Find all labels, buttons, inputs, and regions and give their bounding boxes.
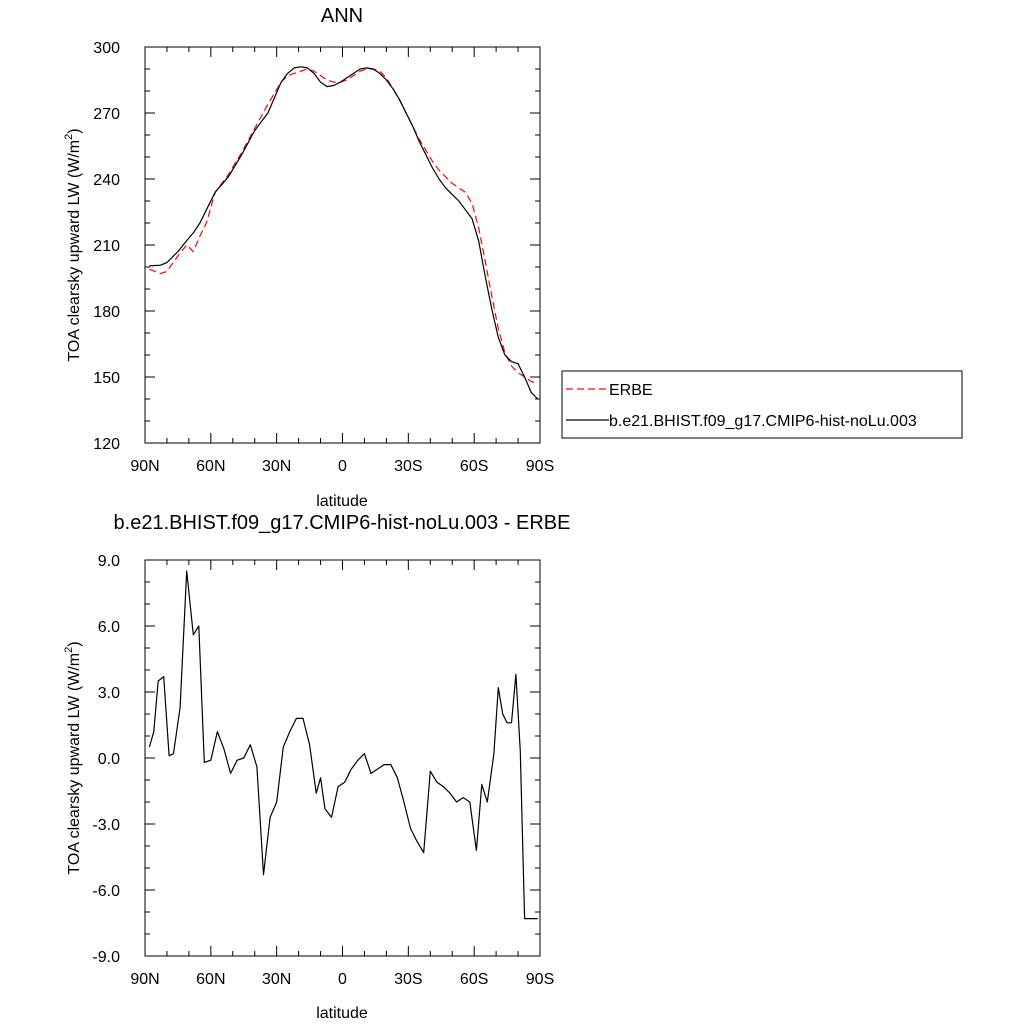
- top-chart-y-axis-label-main: TOA clearsky upward LW (W/m: [66, 140, 83, 362]
- bottom-series-line-0: [148, 570, 538, 920]
- bottom-y-tick-label: -3.0: [92, 817, 120, 834]
- top-y-tick-label: 180: [93, 304, 120, 321]
- legend-box: [561, 370, 963, 439]
- bottom-chart-x-axis-label: latitude: [316, 1005, 368, 1022]
- legend: ERBE b.e21.BHIST.f09_g17.CMIP6-hist-noLu…: [561, 370, 963, 439]
- top-y-tick-label: 120: [93, 436, 120, 453]
- top-chart-plot-frame: [144, 46, 541, 444]
- bottom-x-tick-label: 30N: [262, 971, 291, 988]
- top-x-tick-label: 90S: [526, 458, 554, 475]
- bottom-chart-y-axis-label-main: TOA clearsky upward LW (W/m: [66, 653, 83, 875]
- bottom-y-tick-label: 3.0: [98, 685, 120, 702]
- bottom-x-tick-label: 60S: [460, 971, 488, 988]
- top-chart-ticks: 90N 60N 30N 0 30S 60S 90S 120 150 180 210 240 270 300: [93, 40, 554, 475]
- top-chart-panel: ANN 90N 60N 30N 0 30S 60S 90S 120 150 180 210 240 27…: [63, 5, 963, 510]
- top-x-tick-label: 30N: [262, 458, 291, 475]
- legend-label-erbe: ERBE: [609, 382, 653, 399]
- bottom-y-tick-label: 9.0: [98, 553, 120, 570]
- bottom-x-tick-label: 0: [338, 971, 347, 988]
- top-x-tick-label: 30S: [394, 458, 422, 475]
- bottom-x-tick-label: 90N: [130, 971, 159, 988]
- top-chart-series-group: [149, 66, 539, 400]
- bottom-y-tick-label: 0.0: [98, 751, 120, 768]
- bottom-chart-title: b.e21.BHIST.f09_g17.CMIP6-hist-noLu.003 …: [114, 512, 571, 534]
- top-y-tick-label: 300: [93, 40, 120, 57]
- legend-label-model: b.e21.BHIST.f09_g17.CMIP6-hist-noLu.003: [609, 413, 917, 430]
- bottom-y-tick-label: 6.0: [98, 619, 120, 636]
- bottom-y-tick-label: -9.0: [92, 949, 120, 966]
- bottom-x-tick-label: 60N: [196, 971, 225, 988]
- top-chart-x-axis-label: latitude: [316, 493, 368, 510]
- bottom-chart-y-axis-label: TOA clearsky upward LW (W/m2): [63, 641, 83, 874]
- top-series-line-1: [149, 66, 539, 400]
- bottom-y-tick-label: -6.0: [92, 883, 120, 900]
- bottom-x-tick-label: 30S: [394, 971, 422, 988]
- top-chart-y-axis-label-close: ): [66, 128, 83, 133]
- top-chart-title: ANN: [321, 5, 363, 27]
- top-x-tick-label: 60N: [196, 458, 225, 475]
- bottom-chart-series-group: [148, 570, 538, 920]
- bottom-x-tick-label: 90S: [526, 971, 554, 988]
- top-y-tick-label: 240: [93, 172, 120, 189]
- bottom-chart-ticks: 90N 60N 30N 0 30S 60S 90S -9.0 -6.0 -3.0 0.0 3.0 6.0…: [92, 553, 554, 988]
- top-chart-y-axis-label-sup: 2: [63, 134, 75, 140]
- top-y-tick-label: 210: [93, 238, 120, 255]
- top-x-tick-label: 60S: [460, 458, 488, 475]
- top-x-tick-label: 0: [338, 458, 347, 475]
- top-y-tick-label: 150: [93, 370, 120, 387]
- top-series-line-0: [149, 68, 538, 385]
- top-x-tick-label: 90N: [130, 458, 159, 475]
- top-chart-y-axis-label: TOA clearsky upward LW (W/m2): [63, 128, 83, 361]
- bottom-chart-y-axis-label-close: ): [66, 641, 83, 646]
- top-y-tick-label: 270: [93, 106, 120, 123]
- bottom-chart-panel: b.e21.BHIST.f09_g17.CMIP6-hist-noLu.003 …: [63, 512, 570, 1022]
- bottom-chart-y-axis-label-sup: 2: [63, 647, 75, 653]
